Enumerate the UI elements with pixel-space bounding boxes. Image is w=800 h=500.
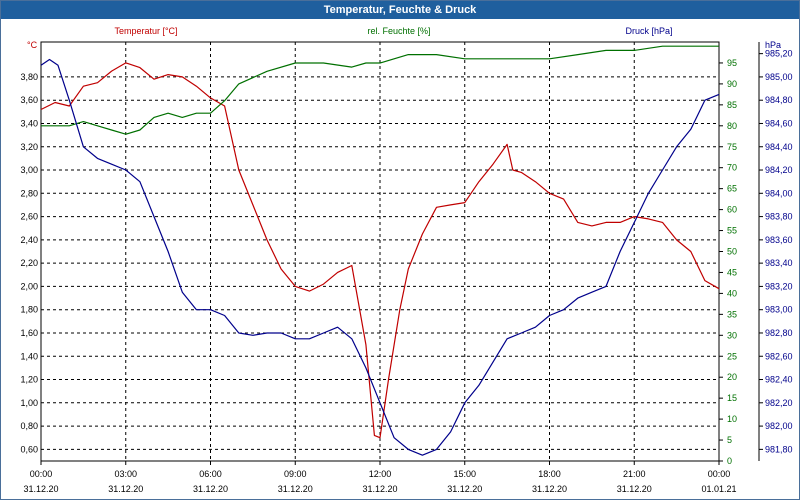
humidity-tick-label: 45	[727, 267, 737, 277]
pressure-tick-label: 983,00	[765, 305, 793, 315]
x-tick-time: 21:00	[623, 469, 646, 479]
humidity-tick-label: 10	[727, 414, 737, 424]
x-tick-time: 12:00	[369, 469, 392, 479]
temperature-tick-label: 3,80	[20, 72, 38, 82]
pressure-tick-label: 984,40	[765, 142, 793, 152]
pressure-tick-label: 983,40	[765, 258, 793, 268]
pressure-tick-label: 983,20	[765, 281, 793, 291]
humidity-tick-label: 0	[727, 456, 732, 466]
x-tick-date: 01.01.21	[701, 484, 736, 494]
humidity-tick-label: 20	[727, 372, 737, 382]
temperature-tick-label: 3,20	[20, 142, 38, 152]
window-title: Temperatur, Feuchte & Druck	[1, 1, 799, 19]
pressure-tick-label: 982,80	[765, 328, 793, 338]
humidity-tick-label: 35	[727, 309, 737, 319]
humidity-tick-label: 95	[727, 58, 737, 68]
pressure-tick-label: 983,60	[765, 235, 793, 245]
x-tick-time: 09:00	[284, 469, 307, 479]
x-tick-date: 31.12.20	[108, 484, 143, 494]
pressure-tick-label: 982,60	[765, 351, 793, 361]
pressure-tick-label: 984,60	[765, 118, 793, 128]
pressure-unit-label: hPa	[765, 40, 781, 50]
humidity-tick-label: 30	[727, 330, 737, 340]
pressure-tick-label: 982,00	[765, 421, 793, 431]
legend-temperature: Temperatur [°C]	[114, 26, 177, 36]
temperature-tick-label: 1,20	[20, 375, 38, 385]
pressure-tick-label: 985,20	[765, 49, 793, 59]
pressure-tick-label: 985,00	[765, 72, 793, 82]
humidity-tick-label: 80	[727, 121, 737, 131]
x-tick-date: 31.12.20	[447, 484, 482, 494]
x-tick-time: 18:00	[538, 469, 561, 479]
x-tick-date: 31.12.20	[278, 484, 313, 494]
humidity-tick-label: 65	[727, 184, 737, 194]
x-tick-time: 06:00	[199, 469, 222, 479]
x-tick-time: 00:00	[30, 469, 53, 479]
temperature-tick-label: 2,80	[20, 188, 38, 198]
temperature-tick-label: 3,60	[20, 95, 38, 105]
humidity-tick-label: 25	[727, 351, 737, 361]
x-tick-date: 31.12.20	[362, 484, 397, 494]
pressure-tick-label: 984,00	[765, 188, 793, 198]
pressure-tick-label: 981,80	[765, 444, 793, 454]
temperature-tick-label: 1,40	[20, 351, 38, 361]
x-tick-time: 00:00	[708, 469, 731, 479]
temperature-tick-label: 2,20	[20, 258, 38, 268]
x-tick-date: 31.12.20	[532, 484, 567, 494]
humidity-tick-label: 90	[727, 79, 737, 89]
legend-pressure: Druck [hPa]	[625, 26, 672, 36]
temperature-unit-label: °C	[27, 40, 38, 50]
x-tick-date: 31.12.20	[617, 484, 652, 494]
temperature-tick-label: 2,00	[20, 281, 38, 291]
humidity-tick-label: 70	[727, 163, 737, 173]
series-line-temperature	[40, 62, 720, 439]
temperature-tick-label: 1,60	[20, 328, 38, 338]
temperature-tick-label: 2,60	[20, 212, 38, 222]
temperature-tick-label: 0,80	[20, 421, 38, 431]
legend-humidity: rel. Feuchte [%]	[367, 26, 430, 36]
temperature-tick-label: 3,40	[20, 118, 38, 128]
series-line-humidity	[41, 45, 719, 135]
pressure-tick-label: 983,80	[765, 212, 793, 222]
humidity-tick-label: 60	[727, 205, 737, 215]
humidity-tick-label: 55	[727, 226, 737, 236]
x-tick-date: 31.12.20	[23, 484, 58, 494]
pressure-tick-label: 984,80	[765, 95, 793, 105]
series-line-pressure	[40, 58, 720, 456]
temperature-tick-label: 0,60	[20, 444, 38, 454]
x-tick-date: 31.12.20	[193, 484, 228, 494]
x-tick-time: 03:00	[114, 469, 137, 479]
pressure-tick-label: 982,20	[765, 398, 793, 408]
x-tick-time: 15:00	[453, 469, 476, 479]
temperature-tick-label: 3,00	[20, 165, 38, 175]
humidity-tick-label: 75	[727, 142, 737, 152]
temperature-tick-label: 2,40	[20, 235, 38, 245]
humidity-tick-label: 5	[727, 435, 732, 445]
humidity-tick-label: 85	[727, 100, 737, 110]
temperature-tick-label: 1,80	[20, 305, 38, 315]
temperature-tick-label: 1,00	[20, 398, 38, 408]
pressure-tick-label: 982,40	[765, 375, 793, 385]
pressure-tick-label: 984,20	[765, 165, 793, 175]
humidity-tick-label: 40	[727, 288, 737, 298]
humidity-tick-label: 50	[727, 247, 737, 257]
humidity-tick-label: 15	[727, 393, 737, 403]
